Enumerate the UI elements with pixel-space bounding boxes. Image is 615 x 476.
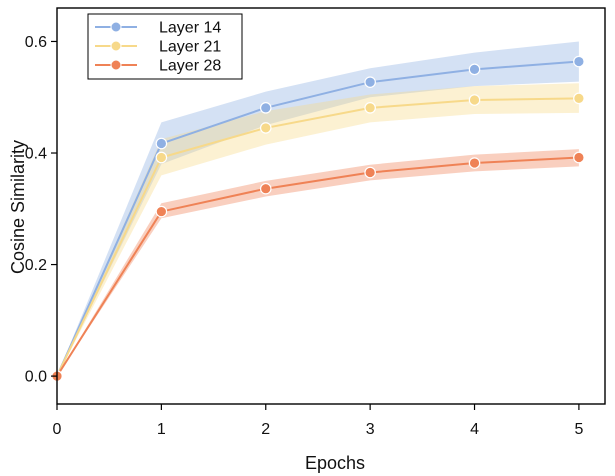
data-point-2-4 <box>468 94 481 106</box>
legend-label: Layer 28 <box>159 58 221 75</box>
data-point-3-4 <box>468 157 481 169</box>
series-line-2 <box>56 97 579 377</box>
data-point-1-4 <box>468 63 481 76</box>
data-point-1-1 <box>155 137 168 150</box>
y-tick-label: 0.6 <box>25 34 47 51</box>
data-point-1-5 <box>573 55 585 68</box>
data-point-3-5 <box>573 151 585 164</box>
series-line-1 <box>56 60 579 377</box>
data-point-2-1 <box>155 151 168 164</box>
markers-layer <box>51 55 585 382</box>
data-point-3-3 <box>364 166 376 179</box>
x-tick-label: 1 <box>157 421 166 438</box>
legend: Layer 14 Layer 21 Layer 28 <box>87 13 243 80</box>
data-point-1-2 <box>259 102 272 114</box>
data-point-1-3 <box>364 76 376 88</box>
y-tick-label: 0.4 <box>25 146 47 163</box>
data-point-2-3 <box>364 102 376 114</box>
y-tick-label: 0.0 <box>25 369 47 386</box>
x-axis-label: Epochs <box>305 453 365 473</box>
legend-label: Layer 14 <box>159 20 221 37</box>
data-point-2-2 <box>259 122 272 134</box>
x-axis: 0 1 2 3 4 5 <box>53 404 583 438</box>
confidence-band-2 <box>57 83 579 377</box>
y-axis: 0.0 0.2 0.4 0.6 <box>25 34 57 386</box>
x-tick-label: 3 <box>366 421 375 438</box>
plot-border <box>56 7 606 405</box>
y-tick-label: 0.2 <box>25 257 47 274</box>
data-point-3-1 <box>155 205 168 218</box>
y-axis-label: Cosine Similarity <box>8 140 28 274</box>
legend-swatch-marker <box>110 21 122 33</box>
lines-layer <box>56 60 579 377</box>
legend-label: Layer 21 <box>159 39 221 56</box>
data-point-3-2 <box>259 182 272 195</box>
x-tick-label: 0 <box>53 421 62 438</box>
confidence-band-3 <box>57 149 579 377</box>
x-tick-label: 5 <box>574 421 583 438</box>
legend-swatch-marker <box>110 40 122 52</box>
bands-layer <box>57 41 579 377</box>
x-tick-label: 4 <box>470 421 479 438</box>
confidence-band-1 <box>57 41 579 377</box>
plot-frame <box>56 7 606 405</box>
legend-swatch-marker <box>110 59 122 71</box>
data-point-2-5 <box>573 92 585 105</box>
x-tick-label: 2 <box>261 421 270 438</box>
series-line-3 <box>56 156 579 377</box>
